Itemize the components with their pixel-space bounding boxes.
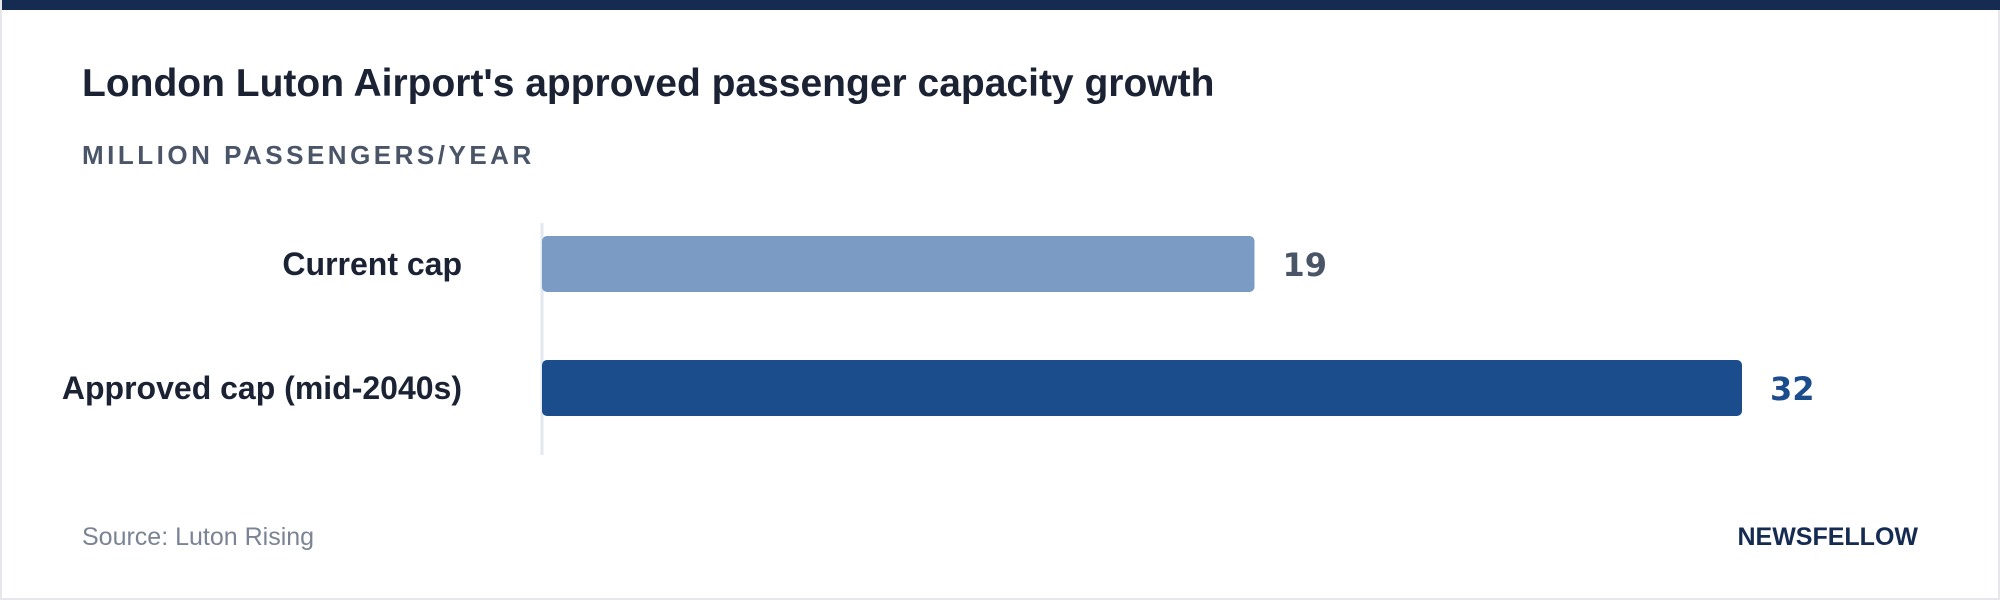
category-label: Approved cap (mid-2040s) (62, 370, 462, 406)
bar (542, 360, 1742, 416)
category-label: Current cap (282, 246, 462, 282)
source-note: Source: Luton Rising (82, 523, 315, 551)
value-label: 32 (1770, 370, 1815, 408)
bar (542, 236, 1255, 292)
value-label: 19 (1283, 246, 1328, 284)
chart-title: London Luton Airport's approved passenge… (82, 62, 1215, 105)
bars-group: Current cap 19 Approved cap (mid-2040s) 32 (62, 236, 1815, 416)
chart-subtitle: MILLION PASSENGERS/YEAR (82, 140, 535, 170)
brand-logo-text: NEWSFELLOW (1737, 523, 1918, 551)
top-accent-bar (2, 0, 2000, 10)
